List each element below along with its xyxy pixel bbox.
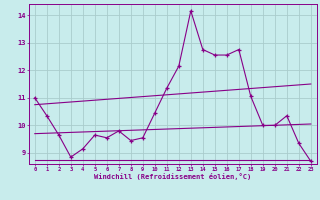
X-axis label: Windchill (Refroidissement éolien,°C): Windchill (Refroidissement éolien,°C)	[94, 173, 252, 180]
